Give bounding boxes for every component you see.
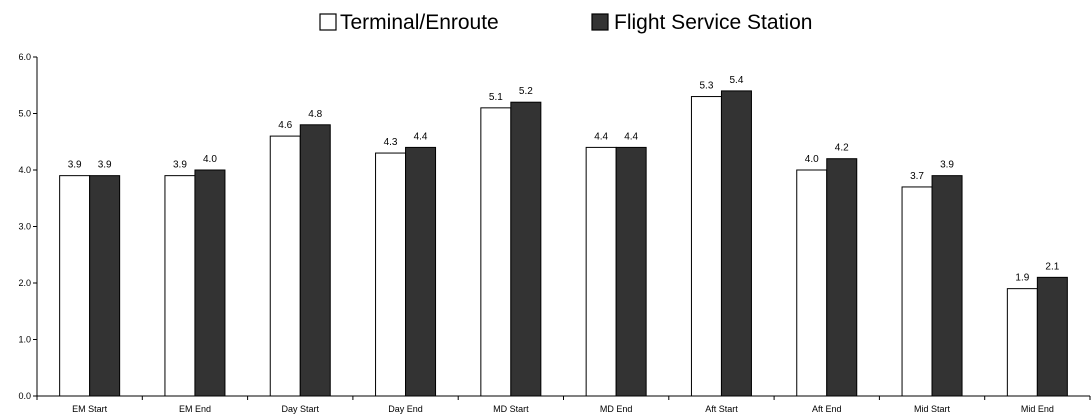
x-tick-label: Day Start (281, 404, 319, 414)
bar-value-label: 4.3 (384, 137, 398, 148)
x-tick-label: Mid End (1021, 404, 1054, 414)
y-tick-label: 6.0 (18, 52, 31, 62)
bar-flight-service-station (720, 90, 752, 397)
bar-value-label: 4.4 (594, 131, 608, 142)
bar-value-label: 4.0 (203, 154, 217, 165)
bar-value-label: 3.9 (940, 160, 954, 171)
bar-flight-service-station (510, 101, 542, 397)
y-tick-label: 3.0 (18, 222, 31, 232)
bar-value-label: 1.9 (1015, 273, 1029, 284)
value-labels: 3.9 3.9 3.9 4.0 4.6 4.8 4.3 4.4 5.1 5.2 4.4 4.4 5.3 5… (68, 75, 1060, 284)
bar-value-label: 5.1 (489, 92, 503, 103)
bar-value-label: 3.9 (68, 160, 82, 171)
legend-swatch-flight-service-station (591, 13, 609, 31)
bars (59, 90, 1068, 397)
bar-terminal-enroute (164, 175, 196, 397)
bar-flight-service-station (1036, 276, 1068, 397)
legend-swatch-terminal-enroute (319, 13, 337, 31)
bar-terminal-enroute (375, 152, 407, 397)
x-tick-label: Aft Start (705, 404, 738, 414)
y-tick-label: 2.0 (18, 278, 31, 288)
x-tick-label: Day End (388, 404, 423, 414)
bar-value-label: 5.2 (519, 86, 533, 97)
bar-value-label: 4.8 (308, 109, 322, 120)
bar-value-label: 5.4 (729, 75, 743, 86)
category-labels: EM Start EM End Day Start Day End MD Start MD… (72, 404, 1054, 414)
y-tick-label: 5.0 (18, 109, 31, 119)
x-tick-label: MD Start (493, 404, 529, 414)
bar-flight-service-station (826, 158, 858, 397)
bar-terminal-enroute (1006, 288, 1038, 397)
bar-terminal-enroute (59, 175, 91, 397)
legend: Terminal/Enroute Flight Service Station (319, 11, 812, 34)
bar-flight-service-station (194, 169, 226, 397)
bar-value-label: 5.3 (699, 81, 713, 92)
bar-flight-service-station (931, 175, 963, 397)
bar-value-label: 4.2 (835, 143, 849, 154)
x-tick-label: EM Start (72, 404, 108, 414)
bar-value-label: 4.6 (278, 120, 292, 131)
x-tick-label: Aft End (812, 404, 842, 414)
bar-value-label: 2.1 (1045, 261, 1059, 272)
bar-terminal-enroute (796, 169, 828, 397)
x-tick-label: MD End (600, 404, 633, 414)
bar-value-label: 3.7 (910, 171, 924, 182)
legend-label-flight-service-station: Flight Service Station (614, 11, 812, 34)
legend-label-terminal-enroute: Terminal/Enroute (340, 11, 499, 34)
bar-value-label: 4.0 (805, 154, 819, 165)
bar-value-label: 3.9 (98, 160, 112, 171)
bar-terminal-enroute (480, 107, 512, 397)
bar-flight-service-station (615, 146, 647, 397)
bar-flight-service-station (405, 146, 437, 397)
bar-terminal-enroute (585, 146, 617, 397)
bar-flight-service-station (89, 175, 121, 397)
bar-flight-service-station (299, 124, 331, 397)
bar-value-label: 3.9 (173, 160, 187, 171)
bar-value-label: 4.4 (414, 131, 428, 142)
bar-terminal-enroute (690, 96, 722, 397)
x-tick-label: EM End (179, 404, 211, 414)
bar-terminal-enroute (269, 135, 301, 397)
bar-value-label: 4.4 (624, 131, 638, 142)
bar-terminal-enroute (901, 186, 933, 397)
y-tick-label: 0.0 (18, 391, 31, 401)
x-tick-label: Mid Start (914, 404, 951, 414)
y-tick-label: 4.0 (18, 165, 31, 175)
y-tick-label: 1.0 (18, 335, 31, 345)
